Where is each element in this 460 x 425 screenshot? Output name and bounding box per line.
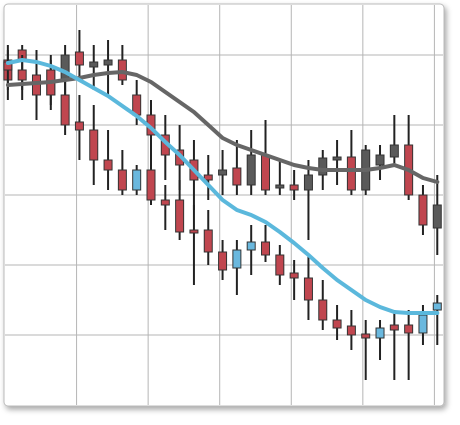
candle-body (103, 159, 113, 171)
candle-body (261, 154, 271, 191)
candle-body (275, 254, 285, 276)
candle-body (246, 241, 256, 251)
candle-body (289, 184, 299, 191)
candle-body (289, 272, 299, 279)
candle-body (275, 184, 285, 189)
candle-body (160, 199, 170, 206)
candle-body (232, 167, 242, 186)
candle-body (117, 169, 127, 191)
candle-body (432, 204, 442, 229)
candle-body (375, 154, 385, 166)
candle-body (418, 194, 428, 226)
candle-body (261, 241, 271, 256)
moving-average-line (5, 58, 440, 315)
candle-body (89, 61, 99, 68)
candle-body (389, 144, 399, 158)
candle-body (17, 69, 27, 81)
plot-frame (3, 3, 445, 407)
candle-body (74, 121, 84, 131)
candle-body (375, 327, 385, 339)
candle-body (346, 325, 356, 336)
candle-body (389, 324, 399, 331)
candle-body (189, 229, 199, 234)
candle-body (74, 51, 84, 66)
candle-body (361, 333, 371, 339)
candle-body (60, 94, 70, 126)
candle-body (346, 156, 356, 191)
candle-body (103, 59, 113, 66)
candle-body (117, 59, 127, 81)
candle-body (232, 249, 242, 269)
candle-body (404, 324, 414, 334)
candle-body (218, 169, 228, 176)
candle-body (132, 169, 142, 191)
candle-body (203, 229, 213, 253)
candle-body (418, 314, 428, 334)
candle-body (246, 154, 256, 186)
candle-body (432, 302, 442, 311)
candle-body (318, 157, 328, 176)
candle-body (303, 277, 313, 301)
marks (3, 30, 442, 380)
candle-body (332, 156, 342, 161)
candle-body (303, 174, 313, 191)
candle-body (60, 54, 70, 81)
candle-body (175, 199, 185, 233)
candle-body (318, 299, 328, 321)
candle-body (218, 251, 228, 271)
candle-body (89, 129, 99, 161)
candle-body (146, 169, 156, 201)
candle-body (332, 319, 342, 329)
candle-body (203, 174, 213, 181)
